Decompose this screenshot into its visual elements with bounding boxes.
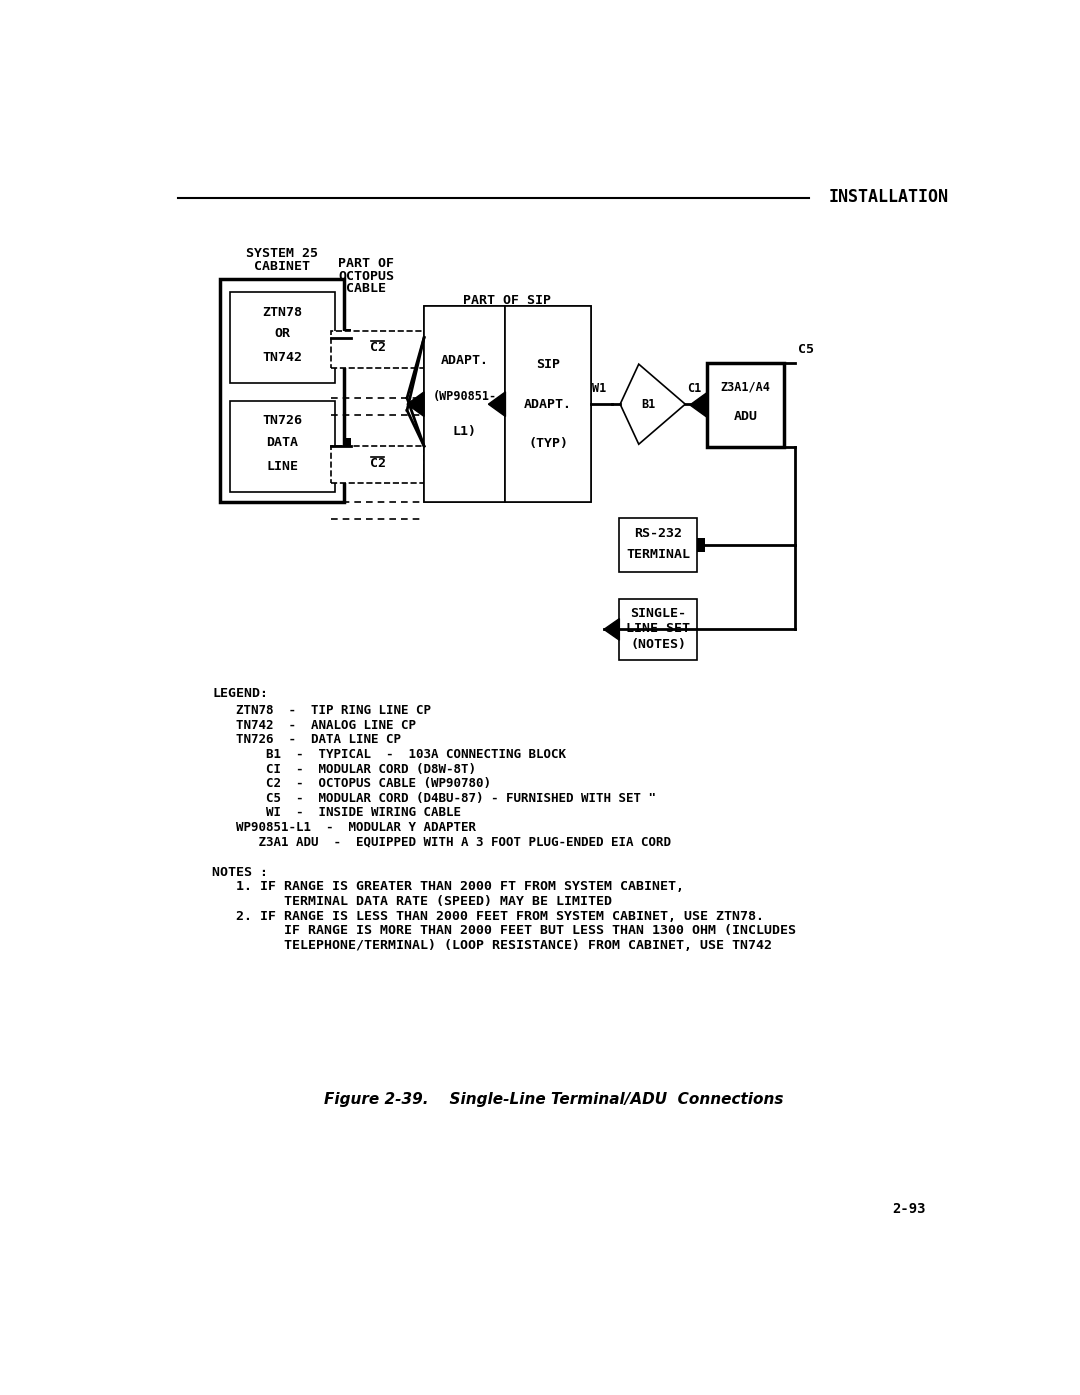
Bar [424, 306, 505, 502]
Text: CABINET: CABINET [254, 259, 310, 273]
Text: TN726: TN726 [262, 414, 302, 427]
Bar [619, 518, 697, 572]
Text: OCTOPUS: OCTOPUS [338, 269, 394, 283]
Bar [505, 306, 591, 502]
Text: 2-93: 2-93 [892, 1202, 926, 1216]
Polygon shape [690, 392, 707, 417]
Text: DATA: DATA [267, 437, 298, 449]
Text: (TYP): (TYP) [528, 437, 568, 451]
Text: C2  -  OCTOPUS CABLE (WP90780): C2 - OCTOPUS CABLE (WP90780) [235, 777, 490, 790]
Bar [424, 306, 591, 502]
Text: SINGLE-: SINGLE- [630, 607, 686, 619]
Bar [342, 329, 351, 346]
Text: PART OF: PART OF [338, 258, 394, 271]
Text: C5: C5 [798, 343, 814, 356]
Text: Figure 2-39.    Single-Line Terminal/ADU  Connections: Figure 2-39. Single-Line Terminal/ADU Co… [324, 1092, 783, 1106]
Bar [230, 292, 335, 384]
Text: TN742: TN742 [262, 352, 302, 364]
Bar [697, 537, 704, 551]
Text: INSTALLATION: INSTALLATION [828, 188, 948, 206]
Text: SIP: SIP [536, 359, 561, 371]
Text: OR: OR [274, 328, 291, 340]
Bar [332, 331, 424, 368]
Bar [619, 598, 697, 660]
Text: CABLE: CABLE [346, 282, 386, 296]
Text: TERMINAL DATA RATE (SPEED) MAY BE LIMITED: TERMINAL DATA RATE (SPEED) MAY BE LIMITE… [213, 896, 612, 908]
Text: (NOTES): (NOTES) [630, 638, 686, 650]
Text: ADU: ADU [733, 410, 758, 423]
Bar [342, 438, 351, 455]
Text: CI  -  MODULAR CORD (D8W-8T): CI - MODULAR CORD (D8W-8T) [235, 763, 476, 776]
Text: C2: C2 [369, 456, 386, 470]
Text: (WP90851-: (WP90851- [433, 389, 497, 403]
Text: TELEPHONE/TERMINAL) (LOOP RESISTANCE) FROM CABINET, USE TN742: TELEPHONE/TERMINAL) (LOOP RESISTANCE) FR… [213, 939, 772, 951]
Text: WI  -  INSIDE WIRING CABLE: WI - INSIDE WIRING CABLE [235, 806, 461, 819]
Text: Z3A1/A4: Z3A1/A4 [720, 381, 771, 393]
Text: LEGEND:: LEGEND: [213, 688, 269, 700]
Polygon shape [620, 364, 685, 444]
Polygon shape [407, 392, 424, 417]
Text: WP90851-L1  -  MODULAR Y ADAPTER: WP90851-L1 - MODULAR Y ADAPTER [235, 822, 476, 834]
Text: ZTN78: ZTN78 [262, 306, 302, 318]
Text: ZTN78  -  TIP RING LINE CP: ZTN78 - TIP RING LINE CP [235, 704, 431, 717]
Text: W1: W1 [592, 382, 607, 395]
Bar [707, 363, 784, 446]
Text: L1): L1) [453, 425, 476, 438]
Text: NOTES :: NOTES : [213, 866, 269, 879]
Text: LINE SET: LINE SET [626, 622, 690, 635]
Text: B1: B1 [640, 398, 656, 410]
Text: SYSTEM 25: SYSTEM 25 [246, 247, 319, 259]
Text: TN742  -  ANALOG LINE CP: TN742 - ANALOG LINE CP [235, 718, 416, 732]
Text: IF RANGE IS MORE THAN 2000 FEET BUT LESS THAN 1300 OHM (INCLUDES: IF RANGE IS MORE THAN 2000 FEET BUT LESS… [213, 925, 797, 937]
Text: ADAPT.: ADAPT. [441, 354, 489, 367]
Polygon shape [488, 392, 505, 417]
Text: RS-232: RS-232 [634, 527, 683, 540]
Text: TN726  -  DATA LINE CP: TN726 - DATA LINE CP [235, 734, 401, 746]
Text: TERMINAL: TERMINAL [626, 548, 690, 561]
Text: C5  -  MODULAR CORD (D4BU-87) - FURNISHED WITH SET ": C5 - MODULAR CORD (D4BU-87) - FURNISHED … [235, 792, 656, 805]
Bar [332, 446, 424, 483]
Text: C2: C2 [369, 342, 386, 354]
Text: Z3A1 ADU  -  EQUIPPED WITH A 3 FOOT PLUG-ENDED EIA CORD: Z3A1 ADU - EQUIPPED WITH A 3 FOOT PLUG-E… [235, 836, 671, 848]
Text: C1: C1 [687, 382, 701, 395]
Polygon shape [604, 618, 619, 640]
Text: ADAPT.: ADAPT. [524, 398, 572, 410]
Text: 1. IF RANGE IS GREATER THAN 2000 FT FROM SYSTEM CABINET,: 1. IF RANGE IS GREATER THAN 2000 FT FROM… [213, 880, 685, 893]
Text: LINE: LINE [267, 459, 298, 473]
Bar [220, 279, 345, 502]
Text: PART OF SIP: PART OF SIP [463, 294, 551, 307]
Bar [230, 400, 335, 491]
Text: 2. IF RANGE IS LESS THAN 2000 FEET FROM SYSTEM CABINET, USE ZTN78.: 2. IF RANGE IS LESS THAN 2000 FEET FROM … [213, 910, 765, 922]
Text: B1  -  TYPICAL  -  103A CONNECTING BLOCK: B1 - TYPICAL - 103A CONNECTING BLOCK [235, 748, 566, 762]
